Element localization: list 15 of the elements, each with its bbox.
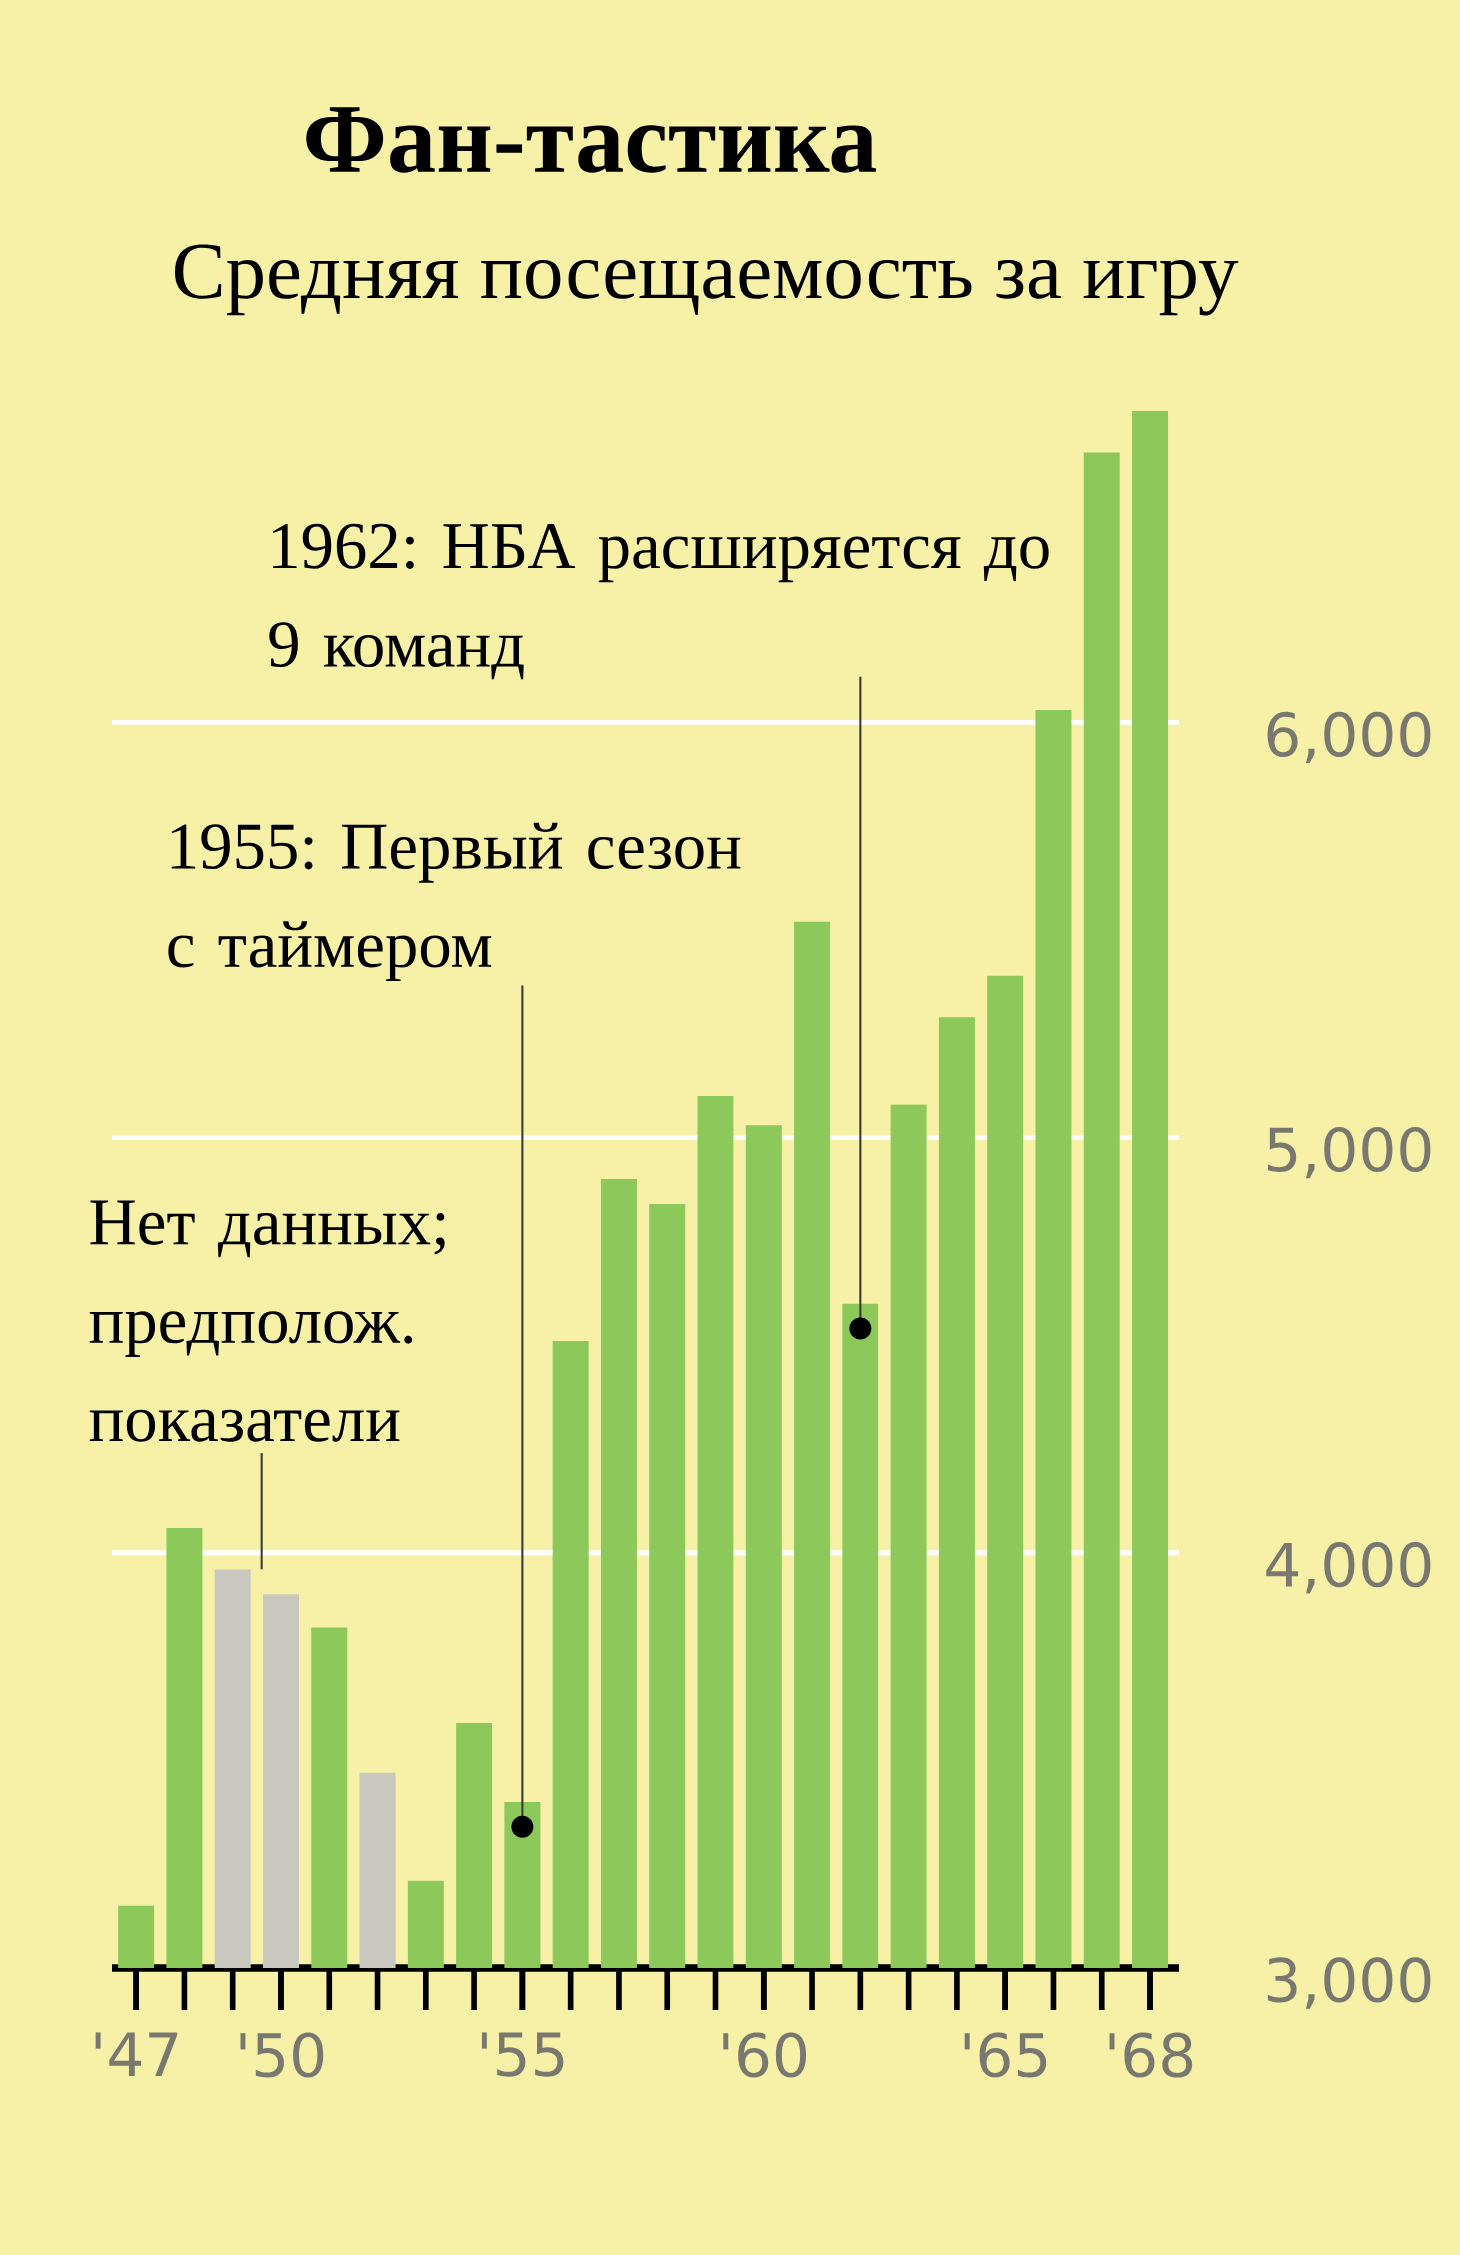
annotation: Нет данных; предполож. показатели — [89, 1200, 445, 1442]
y-tick-label: 3,000 — [1267, 1957, 1431, 2009]
annotation: 1962: НБА расширяется до 9 команд — [269, 523, 1049, 680]
y-tick-label: 4,000 — [1266, 1542, 1431, 1594]
x-tick-label: '47 — [95, 2032, 178, 2076]
annotation: 1955: Первый сезон с таймером — [168, 822, 741, 982]
x-tick-label: '68 — [1109, 2032, 1193, 2078]
x-tick-label: '55 — [481, 2032, 564, 2077]
chart-title: Фан-тастика — [306, 107, 877, 173]
x-tick-label: '65 — [964, 2032, 1047, 2078]
y-tick-label: 5,000 — [1267, 1126, 1431, 1179]
y-tick-label: 6,000 — [1267, 711, 1431, 764]
x-tick-label: '50 — [240, 2032, 324, 2078]
x-tick-label: '60 — [723, 2032, 807, 2078]
chart-subtitle: Средняя посещаемость за игру — [175, 244, 1239, 316]
